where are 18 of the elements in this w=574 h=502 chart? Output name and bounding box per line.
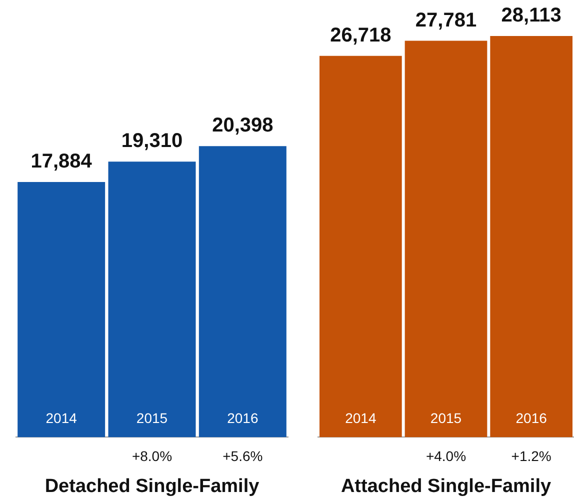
- text: +1.2%: [511, 448, 552, 464]
- x-tick-label: 2016: [516, 410, 548, 426]
- data-label: 26,718: [330, 24, 392, 46]
- x-tick-label: 2015: [136, 410, 168, 426]
- x-axis-title: Attached Single-Family: [340, 476, 552, 497]
- text: +4.0%: [426, 448, 466, 464]
- data-label: 28,113: [501, 4, 562, 27]
- x-axis-title: Detached Single-Family: [44, 476, 260, 497]
- data-label: 27,781: [415, 9, 477, 32]
- text: +8.0%: [132, 448, 172, 464]
- data-label: 20,398: [212, 114, 274, 137]
- x-tick-label: 2014: [46, 410, 78, 426]
- text: +5.6%: [222, 448, 263, 464]
- x-tick-label: 2015: [430, 410, 462, 426]
- x-tick-label: 2014: [345, 410, 376, 426]
- x-tick-label: 2016: [227, 410, 258, 426]
- data-label: 19,310: [121, 130, 183, 152]
- data-label: 17,884: [30, 150, 93, 172]
